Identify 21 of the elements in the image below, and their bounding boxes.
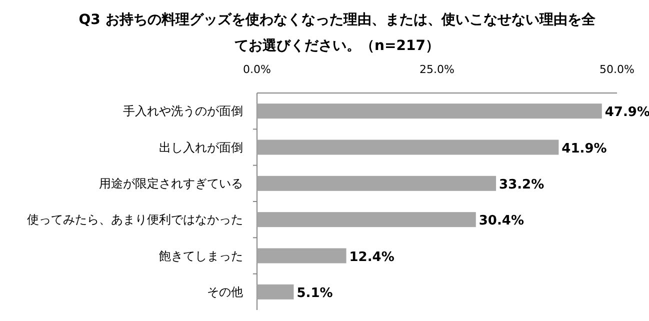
data-label: 30.4% bbox=[478, 214, 524, 229]
y-tick-label: 使ってみたら、あまり便利ではなかった bbox=[27, 212, 243, 227]
y-tick-label: 用途が限定されすぎている bbox=[99, 176, 243, 190]
bar bbox=[257, 212, 476, 228]
x-tick-label: 25.0% bbox=[420, 63, 454, 76]
bar bbox=[257, 248, 346, 264]
bar bbox=[257, 104, 602, 119]
bar bbox=[257, 140, 559, 155]
data-label: 5.1% bbox=[296, 286, 333, 301]
bar bbox=[257, 176, 496, 191]
y-tick-label: 飽きてしまった bbox=[159, 248, 243, 263]
data-label: 12.4% bbox=[349, 250, 394, 265]
y-tick-label: 出し入れが面倒 bbox=[159, 140, 243, 154]
data-label: 33.2% bbox=[499, 177, 544, 192]
chart-title: Q3 お持ちの料理グッズを使わなくなった理由、または、使いこなせない理由を全てお選びください。（n=217） bbox=[78, 12, 596, 54]
x-tick-label: 50.0% bbox=[600, 63, 634, 76]
bar bbox=[257, 284, 294, 300]
y-tick-label: その他 bbox=[207, 284, 243, 299]
x-tick-label: 0.0% bbox=[243, 63, 271, 76]
y-tick-label: 手入れや洗うのが面倒 bbox=[123, 104, 243, 118]
data-label: 41.9% bbox=[562, 141, 607, 156]
